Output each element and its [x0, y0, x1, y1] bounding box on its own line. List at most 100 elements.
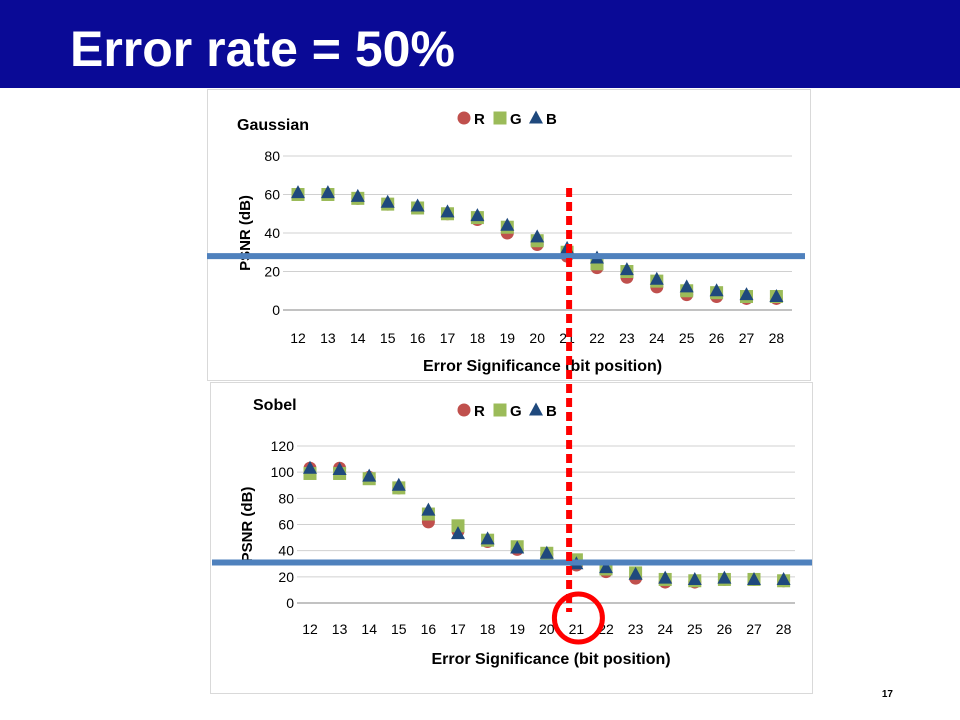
- sobel-point-b: [303, 460, 317, 474]
- sobel-x-tick-label: 20: [539, 621, 555, 637]
- sobel-x-tick-label: 16: [421, 621, 437, 637]
- sobel-legend-marker-b: [529, 402, 543, 416]
- gaussian-x-tick-label: 15: [380, 330, 396, 346]
- gaussian-x-tick-label: 17: [440, 330, 456, 346]
- sobel-point-g: [451, 519, 465, 533]
- slide-title: Error rate = 50%: [70, 21, 455, 77]
- gaussian-point-b: [410, 198, 425, 212]
- gaussian-x-tick-label: 22: [589, 330, 605, 346]
- gaussian-x-tick-label: 28: [769, 330, 785, 346]
- gaussian-x-tick-label: 20: [529, 330, 545, 346]
- sobel-x-tick-label: 25: [687, 621, 703, 637]
- gaussian-x-tick-label: 19: [500, 330, 516, 346]
- sobel-point-b: [421, 502, 436, 516]
- sobel-point-b: [628, 566, 643, 580]
- sobel-x-tick-label: 27: [746, 621, 762, 637]
- sobel-point-b: [747, 571, 761, 585]
- gaussian-x-tick-label: 14: [350, 330, 366, 346]
- sobel-point-b: [451, 526, 465, 540]
- sobel-x-tick-label: 21: [569, 621, 585, 637]
- gaussian-point-b: [320, 185, 335, 199]
- sobel-y-tick-label: 0: [286, 595, 294, 611]
- sobel-legend-label-b: B: [546, 403, 557, 420]
- gaussian-legend-label-g: G: [510, 111, 522, 128]
- gaussian-point-b: [291, 185, 305, 199]
- gaussian-y-axis-label: PSNR (dB): [237, 195, 254, 271]
- sobel-point-b: [391, 477, 406, 491]
- sobel-point-b: [776, 571, 791, 585]
- sobel-x-tick-label: 13: [332, 621, 348, 637]
- gaussian-x-tick-label: 26: [709, 330, 725, 346]
- sobel-x-tick-label: 14: [361, 621, 377, 637]
- sobel-y-axis-label: PSNR (dB): [239, 487, 256, 563]
- sobel-point-b: [510, 540, 525, 554]
- sobel-y-tick-label: 120: [271, 438, 295, 454]
- gaussian-point-b: [530, 229, 545, 243]
- gaussian-point-b: [380, 194, 395, 208]
- sobel-legend-marker-g: [493, 403, 507, 417]
- sobel-y-tick-label: 20: [278, 569, 294, 585]
- gaussian-legend-marker-r: [457, 111, 471, 125]
- sobel-legend-label-g: G: [510, 403, 522, 420]
- bit-21-highlight-circle: [551, 591, 605, 645]
- sobel-x-tick-label: 12: [302, 621, 318, 637]
- sobel-y-tick-label: 100: [271, 464, 295, 480]
- sobel-x-tick-label: 24: [657, 621, 673, 637]
- sobel-y-tick-label: 80: [278, 490, 294, 506]
- sobel-x-tick-label: 28: [776, 621, 792, 637]
- gaussian-x-tick-label: 23: [619, 330, 635, 346]
- gaussian-y-tick-label: 40: [264, 225, 280, 241]
- sobel-point-b: [332, 462, 347, 476]
- gaussian-point-b: [739, 287, 754, 301]
- sobel-point-b: [717, 570, 732, 584]
- gaussian-y-tick-label: 60: [264, 187, 280, 203]
- gaussian-chart-title: Gaussian: [237, 117, 309, 134]
- gaussian-x-tick-label: 16: [410, 330, 426, 346]
- gaussian-x-tick-label: 18: [470, 330, 486, 346]
- slide-number: 17: [881, 689, 893, 700]
- gaussian-point-b: [769, 289, 784, 303]
- sobel-point-b: [362, 468, 377, 482]
- sobel-legend-marker-r: [457, 403, 471, 417]
- sobel-x-tick-label: 23: [628, 621, 644, 637]
- gaussian-x-tick-label: 27: [739, 330, 755, 346]
- gaussian-x-axis-label: Error Significance (bit position): [423, 358, 662, 375]
- chart-panel-sobel: [210, 382, 813, 694]
- gaussian-point-b: [350, 188, 365, 202]
- gaussian-legend-marker-b: [529, 110, 543, 124]
- gaussian-point-b: [709, 283, 724, 297]
- sobel-point-b: [687, 571, 702, 585]
- sobel-legend-label-r: R: [474, 403, 485, 420]
- title-bar: Error rate = 50%: [0, 0, 960, 88]
- gaussian-legend-label-b: B: [546, 111, 557, 128]
- sobel-x-tick-label: 19: [509, 621, 525, 637]
- gaussian-point-b: [440, 204, 455, 218]
- gaussian-point-b: [619, 262, 634, 276]
- gaussian-point-b: [679, 279, 694, 293]
- sobel-y-tick-label: 60: [278, 517, 294, 533]
- gaussian-x-tick-label: 24: [649, 330, 665, 346]
- gaussian-x-tick-label: 12: [290, 330, 306, 346]
- gaussian-point-b: [500, 217, 515, 231]
- sobel-point-b: [599, 560, 613, 574]
- sobel-x-tick-label: 17: [450, 621, 466, 637]
- gaussian-y-tick-label: 20: [264, 264, 280, 280]
- gaussian-x-tick-label: 25: [679, 330, 695, 346]
- sobel-chart-title: Sobel: [253, 397, 297, 414]
- gaussian-point-b: [649, 271, 664, 285]
- sobel-point-b: [539, 545, 554, 559]
- gaussian-x-tick-label: 13: [320, 330, 336, 346]
- sobel-x-tick-label: 15: [391, 621, 407, 637]
- sobel-x-tick-label: 26: [717, 621, 733, 637]
- sobel-x-axis-label: Error Significance (bit position): [431, 651, 670, 668]
- gaussian-legend-marker-g: [493, 111, 507, 125]
- gaussian-y-tick-label: 0: [272, 302, 280, 318]
- sobel-point-b: [658, 570, 673, 584]
- sobel-point-b: [480, 531, 495, 545]
- gaussian-point-b: [470, 208, 485, 222]
- gaussian-y-tick-label: 80: [264, 148, 280, 164]
- gaussian-legend-label-r: R: [474, 111, 485, 128]
- sobel-x-tick-label: 18: [480, 621, 496, 637]
- sobel-y-tick-label: 40: [278, 543, 294, 559]
